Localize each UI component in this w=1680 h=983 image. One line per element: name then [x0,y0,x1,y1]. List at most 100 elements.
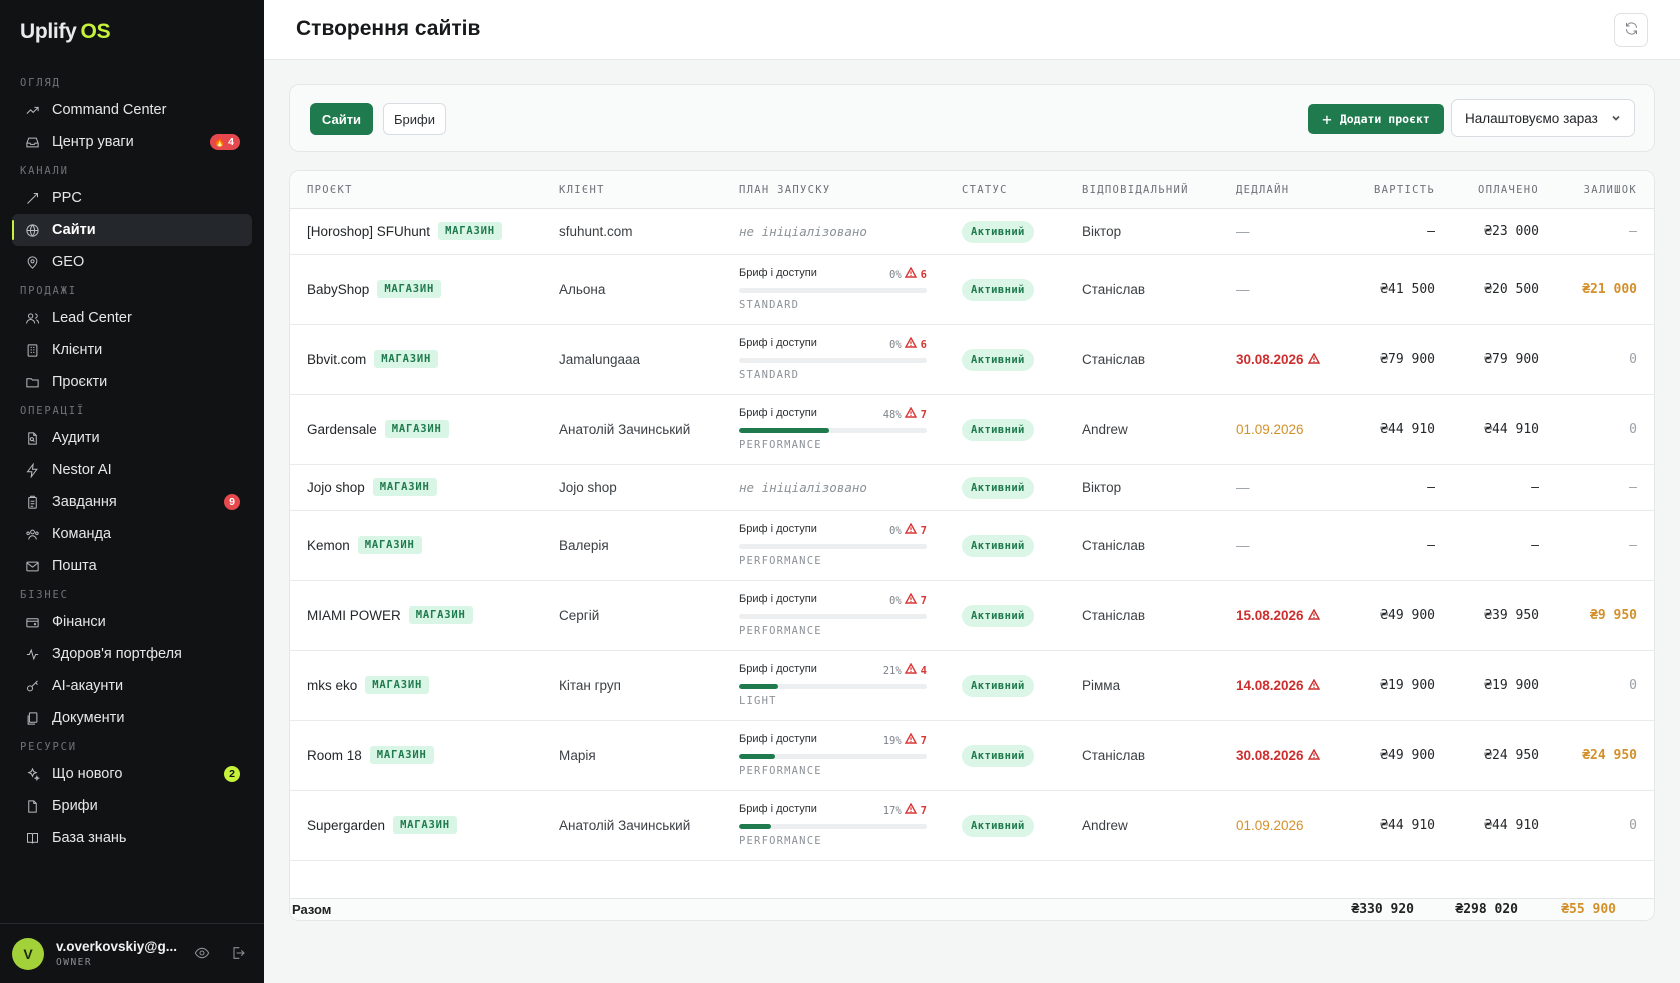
paid-amount: — [1531,480,1539,495]
column-header-deadline[interactable]: ДЕДЛАЙН [1236,184,1290,196]
count-badge: 🔥 4 [209,134,240,150]
table-row[interactable]: Kemon МАГАЗИН Валерія Бриф і доступи 0% 7 PERF… [290,511,1654,581]
plan-progress: 21% 4 [883,662,927,677]
project-name[interactable]: Kemon [307,537,350,553]
deadline: 15.08.2026 [1236,608,1320,623]
plan-percent: 48% [882,409,902,421]
add-project-label: Додати проєкт [1339,112,1430,126]
project-cell[interactable]: Bbvit.com МАГАЗИН [307,350,439,368]
sidebar-item-activity[interactable]: Здоров'я портфеля [12,638,252,670]
project-cell[interactable]: Room 18 МАГАЗИН [307,746,434,764]
project-name[interactable]: mks eko [307,677,358,693]
table-row[interactable]: BabyShop МАГАЗИН Альона Бриф і доступи 0% 6 ST… [290,255,1654,325]
project-cell[interactable]: Kemon МАГАЗИН [307,536,422,554]
table-row[interactable]: MIAMI POWER МАГАЗИН Сергій Бриф і доступи 0%… [290,581,1654,651]
project-name[interactable]: Supergarden [307,817,386,833]
project-name[interactable]: BabyShop [307,281,370,297]
progress-fill [739,824,771,829]
nav-section-title: БІЗНЕС [20,589,69,601]
status-badge: Активний [962,477,1034,499]
add-project-button[interactable]: + Додати проєкт [1308,104,1444,134]
sidebar-item-target[interactable]: PPC [12,182,252,214]
project-cell[interactable]: Supergarden МАГАЗИН [307,816,457,834]
sidebar-item-users[interactable]: Lead Center [12,302,252,334]
paid-amount: ₴44 910 [1484,422,1539,437]
project-name[interactable]: [Horoshop] SFUhunt [307,223,431,239]
refresh-button[interactable] [1614,13,1648,47]
project-type-tag: МАГАЗИН [384,420,449,438]
table-row[interactable]: Jojo shop МАГАЗИН Jojo shop не ініціалізова… [290,465,1654,511]
app-logo[interactable]: Uplify OS [20,20,111,44]
warning-count: 7 [904,732,927,747]
project-type-tag: МАГАЗИН [357,536,422,554]
map-pin-icon [24,254,40,270]
project-name[interactable]: MIAMI POWER [307,607,401,623]
project-cell[interactable]: Gardensale МАГАЗИН [307,420,449,438]
deadline-date: 15.08.2026 [1236,608,1304,623]
column-header-status[interactable]: СТАТУС [962,184,1008,196]
column-header-plan[interactable]: ПЛАН ЗАПУСКУ [739,184,831,196]
project-name[interactable]: Bbvit.com [307,351,367,367]
table-row[interactable]: Room 18 МАГАЗИН Марія Бриф і доступи 19% 7 PER… [290,721,1654,791]
deadline: 01.09.2026 [1236,818,1304,833]
project-cell[interactable]: [Horoshop] SFUhunt МАГАЗИН [307,222,502,240]
project-name[interactable]: Room 18 [307,747,362,763]
sidebar-item-inbox[interactable]: Центр уваги 🔥 4 [12,126,252,158]
sidebar-item-globe[interactable]: Сайти [12,214,252,246]
paid-amount: ₴20 500 [1484,282,1539,297]
logout-icon[interactable] [230,945,246,964]
sidebar-item-key[interactable]: AI-акаунти [12,670,252,702]
book-icon [24,830,40,846]
table-row[interactable]: Supergarden МАГАЗИН Анатолій Зачинський Бри… [290,791,1654,861]
sidebar-item-book[interactable]: База знань [12,822,252,854]
table-row[interactable]: [Horoshop] SFUhunt МАГАЗИН sfuhunt.com не і… [290,209,1654,255]
sidebar-item-folder[interactable]: Проєкти [12,366,252,398]
project-cell[interactable]: BabyShop МАГАЗИН [307,280,442,298]
avatar[interactable]: V [12,937,44,970]
eye-icon[interactable] [194,945,210,964]
users-icon [24,310,40,326]
column-header-owner[interactable]: ВІДПОВІДАЛЬНИЙ [1082,184,1189,196]
tab-sites[interactable]: Сайти [310,103,373,135]
plan-percent: 0% [889,269,902,281]
status-filter-select[interactable]: Налаштовуємо зараз [1451,99,1635,137]
column-header-project[interactable]: ПРОЄКТ [307,184,353,196]
column-header-cost[interactable]: ВАРТІСТЬ [1374,184,1435,196]
deadline-date: — [1236,538,1250,553]
project-cell[interactable]: mks eko МАГАЗИН [307,676,430,694]
sidebar-item-team[interactable]: Команда [12,518,252,550]
totals-cost: ₴330 920 [1351,902,1414,917]
sidebar-item-zap[interactable]: Nestor AI [12,454,252,486]
sidebar-item-building[interactable]: Клієнти [12,334,252,366]
project-cell[interactable]: Jojo shop МАГАЗИН [307,478,437,496]
warning-count: 7 [904,406,927,421]
sidebar-item-mail[interactable]: Пошта [12,550,252,582]
sidebar-item-map-pin[interactable]: GEO [12,246,252,278]
sidebar-item-trending[interactable]: Command Center [12,94,252,126]
table-row[interactable]: Gardensale МАГАЗИН Анатолій Зачинський Бриф… [290,395,1654,465]
sidebar-item-file[interactable]: Брифи [12,790,252,822]
deadline: — [1236,480,1250,495]
sidebar-item-file-search[interactable]: Аудити [12,422,252,454]
project-name[interactable]: Gardensale [307,421,377,437]
project-name[interactable]: Jojo shop [307,479,365,495]
project-cell[interactable]: MIAMI POWER МАГАЗИН [307,606,473,624]
table-row[interactable]: mks eko МАГАЗИН Кітан груп Бриф і доступи 21… [290,651,1654,721]
projects-table: ПРОЄКТ КЛІЄНТ ПЛАН ЗАПУСКУ СТАТУС ВІДПОВ… [289,170,1655,921]
column-header-paid[interactable]: ОПЛАЧЕНО [1478,184,1539,196]
warning-number: 4 [920,665,927,677]
tab-briefs[interactable]: Брифи [383,103,446,135]
column-header-rest[interactable]: ЗАЛИШОК [1583,184,1637,196]
column-header-client[interactable]: КЛІЄНТ [559,184,605,196]
user-role: OWNER [56,957,93,968]
sidebar-item-sparkles[interactable]: Що нового 2 [12,758,252,790]
sidebar-item-documents[interactable]: Документи [12,702,252,734]
table-row[interactable]: Bbvit.com МАГАЗИН Jamalungaaa Бриф і доступ… [290,325,1654,395]
nav-section-title: ОГЛЯД [20,77,61,89]
sidebar-item-wallet[interactable]: Фінанси [12,606,252,638]
plan-stage: Бриф і доступи 0% 6 [739,266,927,281]
deadline-date: 30.08.2026 [1236,352,1304,367]
building-icon [24,342,40,358]
sidebar-item-clipboard[interactable]: Завдання 9 [12,486,252,518]
table-header: ПРОЄКТ КЛІЄНТ ПЛАН ЗАПУСКУ СТАТУС ВІДПОВ… [290,171,1654,209]
